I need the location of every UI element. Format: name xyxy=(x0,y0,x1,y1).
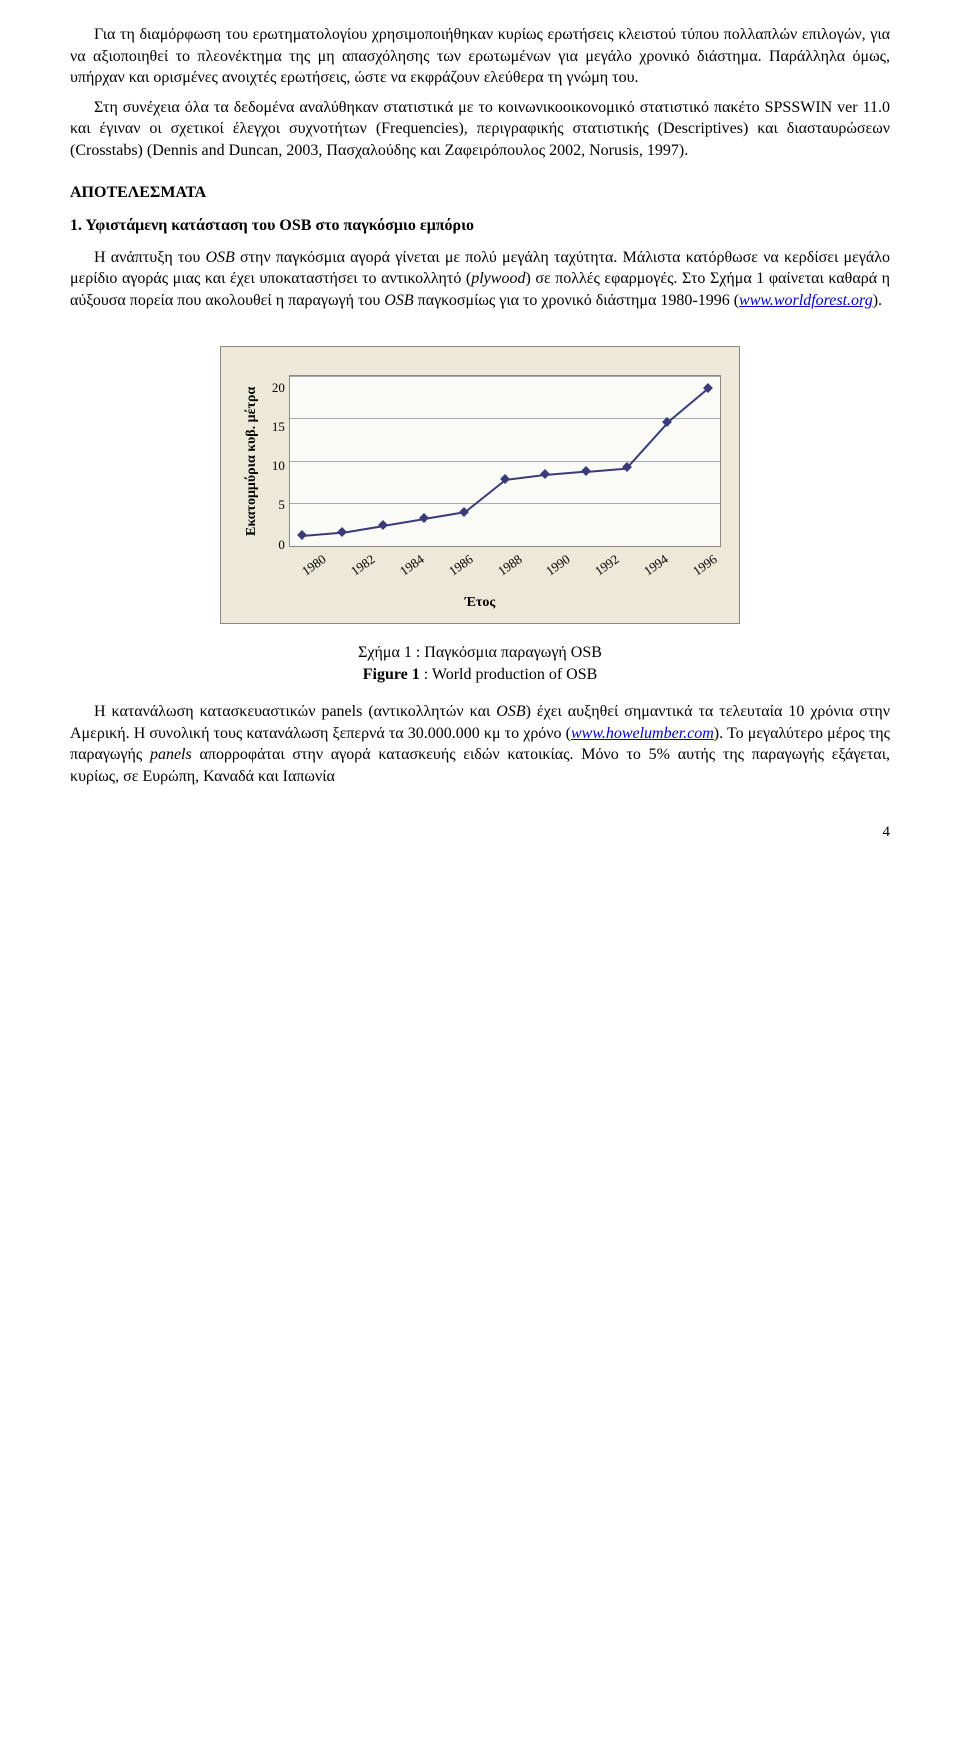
page-number: 4 xyxy=(70,822,890,842)
chart-y-tick: 15 xyxy=(272,420,285,433)
howelumber-link[interactable]: www.howelumber.com xyxy=(571,725,714,742)
chart-y-axis-ticks: 20151050 xyxy=(266,375,289,545)
howelumber-link-text: www.howelumber.com xyxy=(571,725,714,742)
p3-osb-italic-1: OSB xyxy=(205,249,234,266)
chart-y-axis-label: Εκατομμύρια κυβ. μέτρα xyxy=(239,375,266,547)
worldforest-link[interactable]: www.worldforest.org xyxy=(739,292,873,309)
caption-greek: Σχήμα 1 : Παγκόσμια παραγωγή OSB xyxy=(358,644,602,661)
intro-paragraph-2: Στη συνέχεια όλα τα δεδομένα αναλύθηκαν … xyxy=(70,97,890,162)
chart-data-point xyxy=(419,513,429,523)
chart-x-axis-ticks: 198019821984198619881990199219941996 xyxy=(281,553,721,577)
p4-osb-italic: OSB xyxy=(496,703,525,720)
chart-y-tick: 10 xyxy=(272,459,285,472)
subsection-title-1: 1. Υφιστάμενη κατάσταση του OSB στο παγκ… xyxy=(70,215,890,237)
p3-text-a: Η ανάπτυξη του xyxy=(94,249,205,266)
chart-plot-area xyxy=(289,375,721,547)
figure-1-caption: Σχήμα 1 : Παγκόσμια παραγωγή OSB Figure … xyxy=(70,642,890,685)
chart-y-tick: 5 xyxy=(278,498,285,511)
caption-figure-bold: Figure 1 xyxy=(363,666,420,683)
p3-plywood-italic: plywood xyxy=(471,270,525,287)
p4-panels-italic: panels xyxy=(150,746,192,763)
section-title-results: ΑΠΟΤΕΛΕΣΜΑΤΑ xyxy=(70,182,890,204)
p3-text-h: ). xyxy=(873,292,882,309)
chart-data-point xyxy=(541,469,551,479)
p3-osb-italic-2: OSB xyxy=(384,292,413,309)
chart-x-axis-label: Έτος xyxy=(239,594,721,613)
chart-data-point xyxy=(338,527,348,537)
chart-data-point xyxy=(297,530,307,540)
intro-paragraph-1: Για τη διαμόρφωση του ερωτηματολογίου χρ… xyxy=(70,24,890,89)
chart-data-point xyxy=(378,520,388,530)
chart-y-tick: 0 xyxy=(278,538,285,551)
worldforest-link-text: www.worldforest.org xyxy=(739,292,873,309)
p3-text-g: παγκοσμίως για το χρονικό διάστημα 1980-… xyxy=(414,292,739,309)
osb-production-chart: Εκατομμύρια κυβ. μέτρα 20 15 10 5 0 19801982… xyxy=(220,346,740,624)
chart-data-point xyxy=(581,466,591,476)
chart-y-tick: 20 xyxy=(272,381,285,394)
paragraph-3: Η ανάπτυξη του OSB στην παγκόσμια αγορά … xyxy=(70,247,890,312)
caption-english-rest: : World production of OSB xyxy=(420,666,598,683)
p4-text-f: απορροφάται στην αγορά κατασκευής ειδών … xyxy=(70,746,890,785)
paragraph-4: Η κατανάλωση κατασκευαστικών panels (αντ… xyxy=(70,701,890,787)
p4-text-a: Η κατανάλωση κατασκευαστικών panels (αντ… xyxy=(94,703,496,720)
